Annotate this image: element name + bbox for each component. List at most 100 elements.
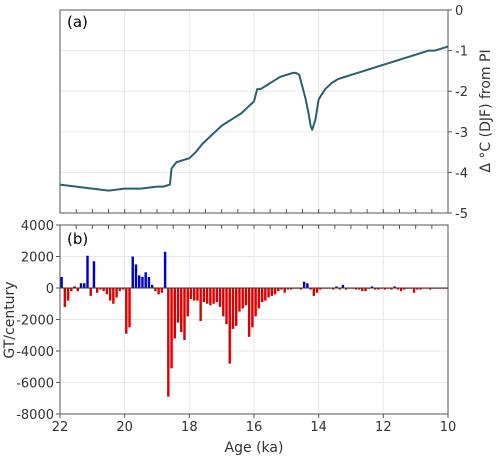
bar-31	[160, 288, 164, 293]
bar-16	[112, 288, 115, 304]
bar-78	[312, 288, 316, 296]
temperature-frame	[59, 9, 449, 214]
bar-94	[364, 288, 367, 292]
bar-106	[403, 288, 406, 290]
bar-62	[260, 288, 264, 303]
x-tick-label-20: 20	[116, 420, 133, 435]
bar-61	[257, 288, 261, 309]
bar-8	[86, 255, 89, 288]
bar-44	[202, 288, 206, 303]
bar-97	[374, 288, 377, 290]
bar-47	[212, 288, 215, 304]
y-tick-label-b: -8000	[16, 408, 54, 423]
y-tick-label-b: -4000	[16, 345, 54, 360]
y-tick-label-b: -2000	[16, 314, 54, 329]
bar-19	[121, 288, 125, 290]
bar-13	[102, 288, 105, 292]
bar-74	[299, 288, 303, 290]
bar-15	[108, 288, 112, 301]
bar-20	[125, 288, 128, 334]
bar-84	[332, 288, 335, 290]
bar-53	[231, 288, 235, 329]
bar-43	[199, 288, 202, 322]
bar-96	[370, 286, 374, 288]
bar-48	[215, 288, 219, 303]
bar-27	[147, 276, 151, 288]
x-tick-label-18: 18	[181, 420, 198, 435]
bar-9	[89, 288, 92, 296]
x-tick-label-16: 16	[246, 420, 263, 435]
mass-flux-panel: 4000 2000 0 -2000 -4000 -6000 -8000 22 20 18 16 14…	[2, 219, 456, 456]
bar-70	[286, 288, 290, 290]
bar-39	[186, 288, 189, 317]
x-tick-label-22: 22	[52, 420, 69, 435]
bar-57	[244, 288, 248, 306]
bar-114	[429, 288, 432, 290]
bar-0	[60, 276, 63, 288]
bar-98	[377, 288, 380, 290]
bar-76	[306, 283, 309, 288]
bar-21	[128, 288, 131, 328]
y-tick-label-a: -2	[455, 85, 468, 100]
bar-11	[95, 288, 99, 293]
bar-46	[209, 288, 212, 306]
bar-36	[176, 288, 180, 323]
bar-6	[79, 283, 83, 288]
bar-12	[99, 288, 102, 290]
x-tick-label-12: 12	[375, 420, 392, 435]
temperature-panel: 0 -1 -2 -3 -4 -5 (a) Δ °C (DJF) from PI	[59, 4, 494, 222]
age-x-ticks: 22 20 18 16 14 12 10	[52, 414, 457, 435]
bar-105	[399, 288, 403, 292]
bar-23	[134, 264, 138, 289]
bar-42	[196, 288, 199, 301]
bar-102	[390, 288, 393, 290]
y-tick-label-b: 2000	[21, 251, 54, 266]
bar-2	[66, 288, 70, 301]
bar-4	[73, 286, 76, 288]
temperature-grid	[59, 9, 449, 214]
bar-58	[247, 288, 251, 337]
y-tick-label-a: 0	[455, 4, 463, 19]
panel-label-b: (b)	[67, 230, 88, 248]
bar-33	[167, 288, 170, 397]
bar-45	[205, 288, 209, 304]
bar-91	[354, 288, 358, 290]
mass-flux-y-axis-label: GT/century	[2, 281, 18, 358]
bar-67	[277, 288, 280, 292]
y-tick-label-a: -3	[455, 126, 468, 141]
bar-87	[341, 284, 345, 288]
temperature-y-axis-label: Δ °C (DJF) from PI	[478, 49, 494, 172]
bar-26	[144, 272, 147, 288]
bar-35	[173, 288, 176, 339]
bar-25	[141, 276, 144, 288]
bar-77	[309, 288, 312, 290]
bar-80	[319, 288, 322, 290]
bar-28	[150, 284, 154, 288]
bar-5	[76, 288, 79, 292]
mass-flux-grid	[59, 224, 449, 415]
bar-85	[335, 286, 338, 288]
bar-41	[192, 288, 196, 301]
bar-37	[180, 288, 183, 333]
bar-86	[338, 288, 341, 290]
bar-34	[170, 288, 173, 369]
mass-flux-y-ticks: 4000 2000 0 -2000 -4000 -6000 -8000	[16, 219, 60, 423]
temperature-y-ticks: 0 -1 -2 -3 -4 -5	[448, 4, 468, 222]
bar-40	[189, 288, 193, 300]
bar-56	[241, 288, 244, 309]
bar-64	[267, 288, 270, 298]
bar-63	[264, 288, 267, 301]
bar-10	[92, 261, 96, 288]
bar-18	[118, 288, 122, 292]
bar-24	[138, 275, 141, 288]
bar-30	[157, 288, 160, 295]
bar-109	[412, 288, 416, 293]
bar-69	[283, 288, 286, 293]
bar-100	[383, 288, 387, 290]
bar-22	[131, 256, 134, 288]
bar-7	[83, 283, 86, 288]
bar-52	[228, 288, 231, 364]
y-tick-label-a: -4	[455, 166, 468, 181]
x-tick-label-10: 10	[440, 420, 457, 435]
y-tick-label-a: -1	[455, 45, 468, 60]
